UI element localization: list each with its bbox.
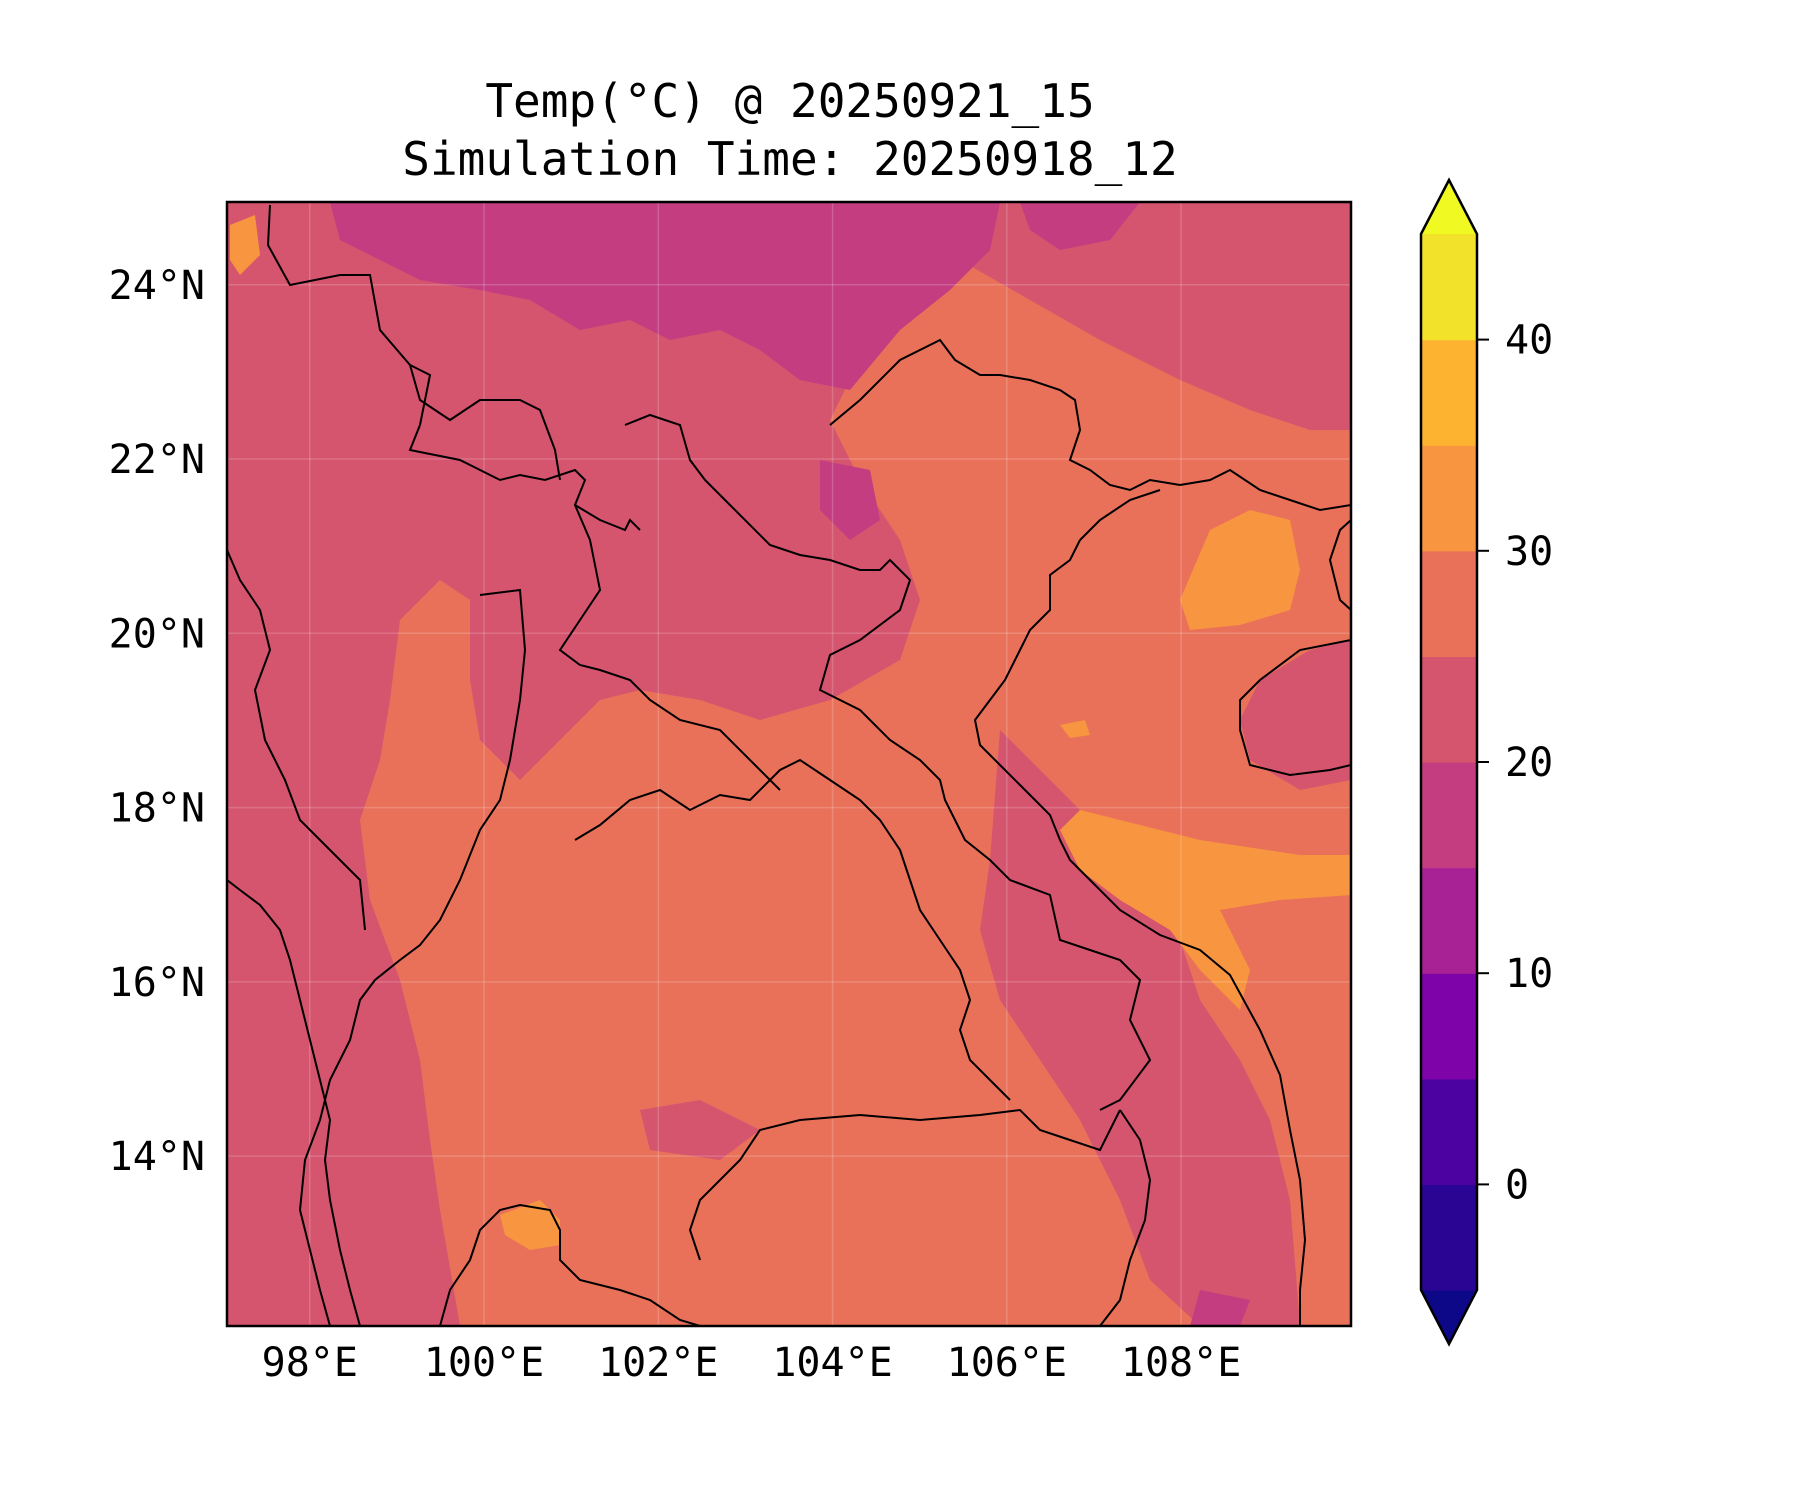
- border-laos-thailand-mekong: [574, 758, 1011, 1101]
- y-tick-label: 14°N: [109, 1134, 205, 1180]
- border-laos-thailand-north: [409, 364, 781, 791]
- y-tick-label: 20°N: [109, 611, 205, 657]
- chart-title: Temp(°C) @ 20250921_15: [485, 74, 1095, 128]
- colorbar-level: [1421, 1078, 1477, 1185]
- temp-band-15-20-east: [1020, 202, 1140, 250]
- temp-band-30-35-hainan-spot: [1060, 720, 1090, 738]
- temp-band-20-25-cambodia: [640, 1100, 760, 1160]
- boundaries: [227, 204, 1351, 1326]
- border-china-vietnam-north: [829, 338, 1351, 512]
- x-tick-label: 104°E: [772, 1340, 892, 1386]
- temp-band-15-20-north: [330, 202, 1000, 390]
- colorbar-tick-label: 10: [1505, 951, 1553, 997]
- x-tick-label: 102°E: [598, 1340, 718, 1386]
- border-laos-china-vietnam: [624, 413, 1152, 1111]
- temp-band-30-35-bangkok: [500, 1200, 560, 1250]
- temp-band-20-25-east: [980, 730, 1300, 1326]
- temp-band-15-20-south: [1190, 1290, 1250, 1326]
- colorbar: 0 10 20 30 40: [1419, 177, 1553, 1347]
- colorbar-level: [1421, 1184, 1477, 1291]
- border-thailand-myanmar: [298, 588, 527, 1326]
- colorbar-tick-label: 0: [1505, 1162, 1529, 1208]
- y-tick-label: 24°N: [109, 263, 205, 309]
- temp-band-15-20-central: [820, 460, 880, 540]
- colorbar-tick-label: 30: [1505, 529, 1553, 575]
- temp-band-30-35-gulf: [1180, 510, 1300, 630]
- gridlines: [227, 202, 1351, 1326]
- coast-myanmar-west: [227, 549, 366, 931]
- colorbar-level: [1421, 867, 1477, 974]
- colorbar-level: [1421, 762, 1477, 869]
- coast-gulf-tonkin: [1079, 489, 1351, 777]
- y-tick-label: 16°N: [109, 960, 205, 1006]
- colorbar-tick-label: 20: [1505, 740, 1553, 786]
- border-myanmar-china: [266, 204, 641, 532]
- y-axis: 24°N 22°N 20°N 18°N 16°N 14°N: [109, 263, 205, 1180]
- colorbar-extend-min: [1421, 1290, 1477, 1344]
- colorbar-level: [1421, 973, 1477, 1080]
- colorbar-extend-max: [1421, 180, 1477, 234]
- temp-band-30-35-nw: [230, 215, 260, 275]
- map-frame: [225, 200, 1353, 1328]
- colorbar-level: [1421, 445, 1477, 552]
- x-tick-label: 98°E: [262, 1340, 358, 1386]
- temp-band-20-25-gulf: [1240, 640, 1351, 790]
- x-tick-label: 106°E: [947, 1340, 1067, 1386]
- border-cambodia-vietnam: [1099, 1109, 1152, 1326]
- y-tick-label: 22°N: [109, 437, 205, 483]
- x-axis: 98°E 100°E 102°E 104°E 106°E 108°E: [262, 1340, 1242, 1386]
- chart-subtitle: Simulation Time: 20250918_12: [402, 132, 1178, 186]
- coast-andaman: [227, 879, 361, 1326]
- coast-gulf-thailand: [439, 1203, 701, 1326]
- colorbar-level: [1421, 550, 1477, 657]
- colorbar-tick-label: 40: [1505, 318, 1553, 364]
- colorbar-level: [1421, 234, 1477, 341]
- temperature-field: [227, 202, 1351, 1326]
- border-thailand-cambodia: [688, 1108, 1121, 1261]
- x-tick-label: 108°E: [1121, 1340, 1241, 1386]
- colorbar-outline: [1419, 177, 1479, 1347]
- coast-vietnam: [973, 539, 1307, 1326]
- y-tick-label: 18°N: [109, 786, 205, 832]
- x-tick-label: 100°E: [424, 1340, 544, 1386]
- temp-band-30-35-coast: [1060, 810, 1351, 1010]
- colorbar-level: [1421, 339, 1477, 446]
- colorbar-level: [1421, 656, 1477, 763]
- temp-band-20-25-north: [227, 202, 1351, 1326]
